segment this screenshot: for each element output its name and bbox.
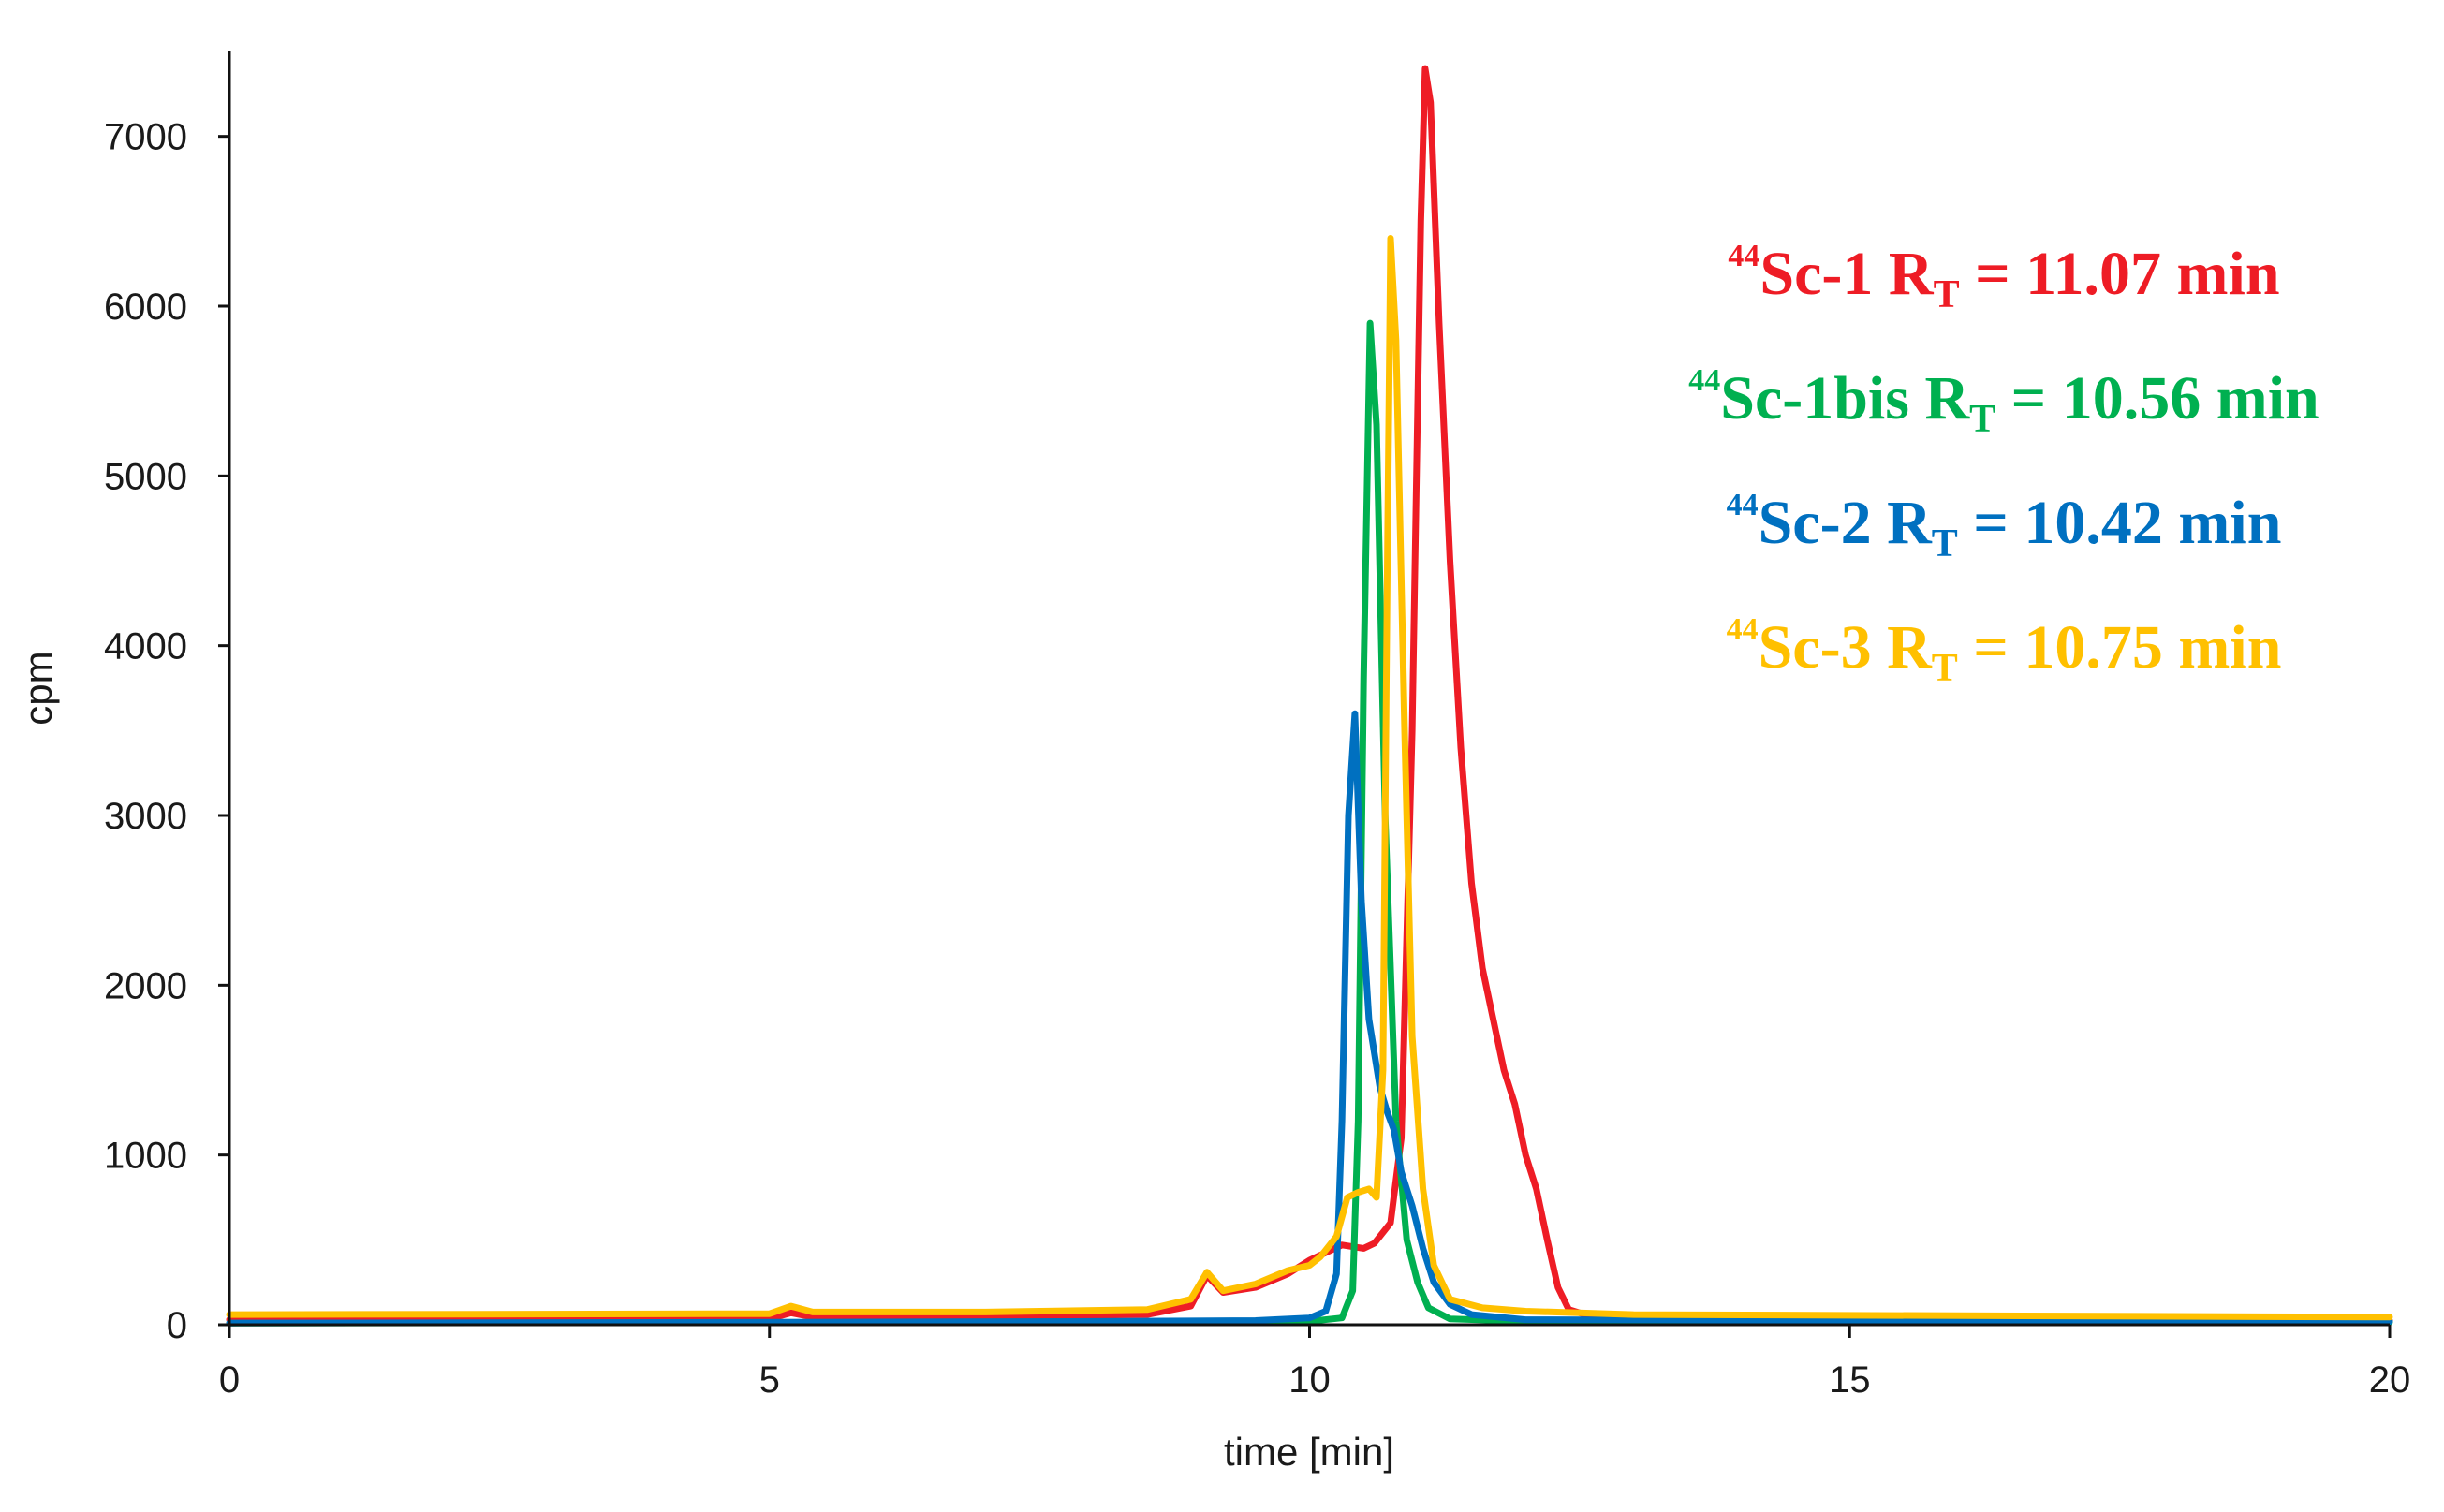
- legend-label: Sc-1 R: [1759, 240, 1934, 308]
- legend: 44Sc-1 RT = 11.07 min 44Sc-1bis RT = 10.…: [1536, 213, 2444, 712]
- legend-retention-time: = 10.42 min: [1957, 489, 2282, 557]
- legend-entry-sc3: 44Sc-3 RT = 10.75 min: [1536, 587, 2444, 712]
- legend-retention-time: = 10.75 min: [1957, 613, 2282, 682]
- y-tick-label: 7000: [104, 117, 187, 158]
- series-layer: [226, 65, 2393, 1327]
- x-tick-label: 10: [1288, 1359, 1331, 1401]
- isotope-mass: 44: [1728, 239, 1760, 273]
- legend-label: Sc-1bis R: [1720, 364, 1970, 433]
- x-tick-label: 15: [1829, 1359, 1871, 1401]
- legend-entry-sc1: 44Sc-1 RT = 11.07 min: [1536, 213, 2444, 338]
- y-tick-label: 6000: [104, 286, 187, 328]
- x-tick-label: 5: [759, 1359, 780, 1401]
- legend-retention-time: = 11.07 min: [1959, 240, 2280, 308]
- x-tick-label: 20: [2369, 1359, 2411, 1401]
- isotope-mass: 44: [1726, 612, 1759, 647]
- legend-entry-sc1bis: 44Sc-1bis RT = 10.56 min: [1536, 338, 2444, 462]
- legend-subscript: T: [1931, 647, 1958, 690]
- y-ticks: 0 1000 2000 3000 4000 5000 6000 7000: [104, 117, 229, 1346]
- legend-retention-time: = 10.56 min: [1995, 364, 2319, 433]
- y-tick-label: 1000: [104, 1136, 187, 1177]
- isotope-mass: 44: [1688, 363, 1721, 398]
- legend-subscript: T: [1931, 522, 1958, 565]
- legend-label: Sc-2 R: [1758, 489, 1932, 557]
- legend-label: Sc-3 R: [1758, 613, 1932, 682]
- legend-entry-sc2: 44Sc-2 RT = 10.42 min: [1536, 462, 2444, 587]
- y-axis-label: cpm: [16, 651, 60, 725]
- x-ticks: 0 5 10 15 20: [219, 1325, 2410, 1401]
- series-line-2: [226, 710, 2393, 1327]
- y-tick-label: 3000: [104, 796, 187, 837]
- y-tick-label: 0: [167, 1305, 187, 1346]
- legend-subscript: T: [1933, 273, 1960, 316]
- y-tick-label: 5000: [104, 456, 187, 497]
- series-line-3: [226, 235, 2393, 1321]
- y-tick-label: 2000: [104, 965, 187, 1006]
- series-line-0: [226, 65, 2393, 1324]
- x-axis-label: time [min]: [1224, 1430, 1394, 1474]
- x-tick-label: 0: [219, 1359, 240, 1401]
- isotope-mass: 44: [1726, 488, 1759, 522]
- legend-subscript: T: [1969, 398, 1996, 441]
- y-tick-label: 4000: [104, 626, 187, 668]
